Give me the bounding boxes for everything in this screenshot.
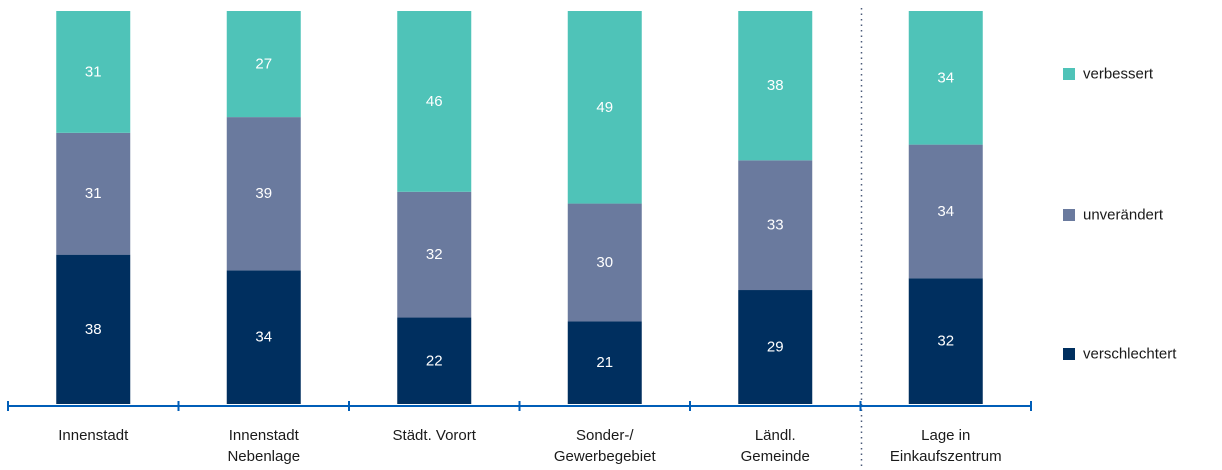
value-label-verbessert-5: 38 bbox=[767, 77, 784, 94]
legend-swatch-unverändert bbox=[1063, 209, 1075, 221]
legend-label-verbessert: verbessert bbox=[1083, 66, 1154, 83]
bar-segment-verbessert-2 bbox=[226, 11, 301, 118]
value-label-verbessert-2: 27 bbox=[255, 56, 272, 73]
value-label-verbessert-4: 49 bbox=[596, 99, 613, 116]
category-label-4: Sonder-/Gewerbegebiet bbox=[554, 427, 657, 465]
value-labels-group: 38 31 31 34 39 27 22 32 46 21 30 49 29 33 38 32 34 34 bbox=[85, 56, 954, 372]
value-label-unverändert-2: 39 bbox=[255, 185, 272, 202]
x-axis bbox=[7, 401, 1032, 411]
bar-segment-verbessert-4 bbox=[567, 11, 642, 204]
bar-segment-verschlechtert-5 bbox=[738, 290, 813, 404]
value-label-verschlechtert-1: 38 bbox=[85, 321, 102, 338]
bar-segment-unverändert-4 bbox=[567, 203, 642, 322]
value-label-verschlechtert-6: 32 bbox=[937, 333, 954, 350]
category-label-2: Innenstadt Nebenlage bbox=[227, 427, 300, 465]
category-labels-group: Innenstadt Innenstadt Nebenlage Städt. Voro… bbox=[58, 427, 1001, 465]
value-label-verbessert-6: 34 bbox=[937, 69, 954, 86]
bar-segment-unverändert-6 bbox=[908, 144, 983, 279]
bar-segment-unverändert-2 bbox=[226, 117, 301, 271]
value-label-unverändert-1: 31 bbox=[85, 185, 102, 202]
value-label-unverändert-3: 32 bbox=[426, 246, 443, 263]
bar-segment-verbessert-1 bbox=[56, 11, 131, 133]
legend: verbessert unverändert verschlechtert bbox=[1063, 66, 1177, 363]
category-label-5: Ländl. Gemeinde bbox=[741, 427, 810, 465]
bar-segment-verschlechtert-3 bbox=[397, 317, 472, 404]
bar-segment-verbessert-6 bbox=[908, 11, 983, 145]
bar-segment-verbessert-5 bbox=[738, 11, 813, 161]
bar-segment-verschlechtert-1 bbox=[56, 254, 131, 404]
legend-swatch-verbessert bbox=[1063, 68, 1075, 80]
value-label-verbessert-3: 46 bbox=[426, 93, 443, 110]
bar-segment-unverändert-5 bbox=[738, 160, 813, 291]
bar-segment-unverändert-1 bbox=[56, 132, 131, 255]
bar-segment-verbessert-3 bbox=[397, 11, 472, 192]
legend-label-unverändert: unverändert bbox=[1083, 207, 1164, 224]
legend-swatch-verschlechtert bbox=[1063, 348, 1075, 360]
bar-segment-unverändert-3 bbox=[397, 191, 472, 318]
value-label-verschlechtert-4: 21 bbox=[596, 354, 613, 371]
value-label-unverändert-5: 33 bbox=[767, 217, 784, 234]
category-label-1: Innenstadt bbox=[58, 427, 129, 444]
value-label-verschlechtert-2: 34 bbox=[255, 329, 272, 346]
value-label-verbessert-1: 31 bbox=[85, 63, 102, 80]
bar-segment-verschlechtert-4 bbox=[567, 321, 642, 404]
bar-segment-verschlechtert-2 bbox=[226, 270, 301, 404]
bars-group bbox=[56, 11, 983, 404]
value-label-verschlechtert-3: 22 bbox=[426, 352, 443, 369]
category-label-6: Lage in Einkaufszentrum bbox=[890, 427, 1002, 465]
value-label-unverändert-6: 34 bbox=[937, 203, 954, 220]
legend-label-verschlechtert: verschlechtert bbox=[1083, 346, 1177, 363]
bar-segment-verschlechtert-6 bbox=[908, 278, 983, 404]
value-label-verschlechtert-5: 29 bbox=[767, 339, 784, 356]
value-label-unverändert-4: 30 bbox=[596, 254, 613, 271]
category-label-3: Städt. Vorort bbox=[393, 427, 477, 444]
